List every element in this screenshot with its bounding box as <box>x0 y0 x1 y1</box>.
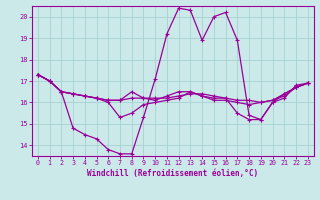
X-axis label: Windchill (Refroidissement éolien,°C): Windchill (Refroidissement éolien,°C) <box>87 169 258 178</box>
